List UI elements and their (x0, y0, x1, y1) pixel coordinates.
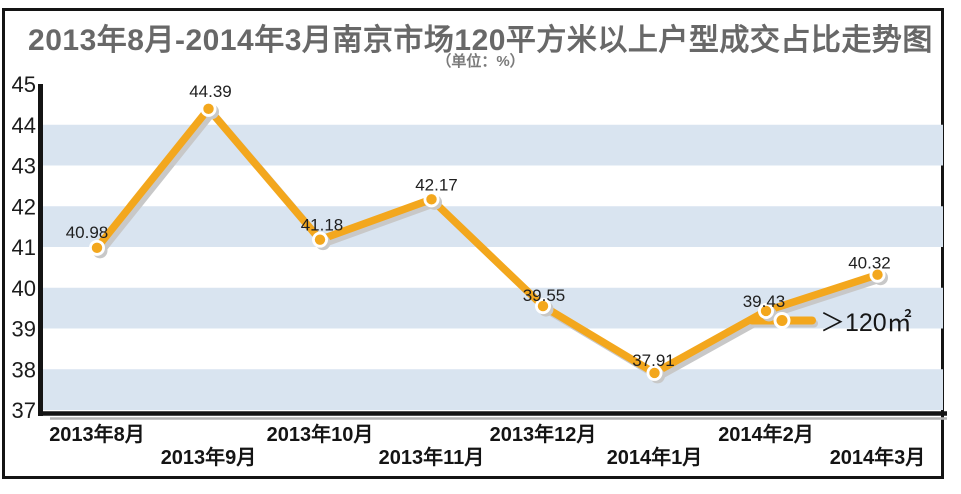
value-label: 41.18 (301, 216, 344, 235)
series-line (93, 105, 882, 377)
value-label: 40.32 (848, 254, 891, 273)
y-tick-label: 41 (12, 235, 36, 260)
value-label: 42.17 (415, 175, 458, 194)
value-label: 39.55 (523, 286, 566, 305)
chart-unit-subtitle: （单位：%） (436, 53, 525, 70)
x-tick-label: 2013年11月 (379, 445, 485, 469)
grid-stripe (43, 206, 943, 247)
data-point (537, 300, 549, 312)
y-tick-label: 44 (12, 113, 36, 138)
x-tick-label: 2013年10月 (267, 422, 374, 446)
y-tick-label: 39 (12, 317, 36, 342)
x-tick-label: 2014年1月 (607, 445, 703, 469)
data-point (760, 305, 772, 317)
x-tick-label: 2013年8月 (49, 422, 145, 446)
value-label: 40.98 (66, 223, 109, 242)
value-label: 39.43 (743, 292, 786, 311)
data-point (426, 194, 437, 205)
y-tick-label: 38 (12, 357, 36, 382)
value-label: 37.91 (632, 351, 675, 370)
y-tick-label: 37 (12, 398, 36, 423)
y-tick-label: 43 (12, 154, 36, 179)
y-tick-label: 40 (12, 276, 36, 301)
data-point (872, 269, 883, 280)
chart-title: 2013年8月-2014年3月南京市场120平方米以上户型成交占比走势图 (28, 24, 933, 57)
x-tick-label: 2014年2月 (718, 422, 814, 446)
legend-marker-point (776, 315, 788, 326)
y-tick-label: 42 (12, 194, 36, 219)
grid-stripe (43, 369, 943, 410)
data-point (203, 103, 214, 115)
y-tick-label: 45 (12, 72, 36, 97)
x-tick-label: 2013年12月 (490, 422, 597, 446)
legend-label: ＞120㎡ (820, 309, 912, 337)
data-point (649, 367, 660, 379)
x-tick-label: 2013年9月 (161, 445, 257, 469)
value-label: 44.39 (189, 82, 232, 101)
data-point (91, 242, 103, 254)
data-point (314, 234, 326, 245)
x-tick-label: 2014年3月 (830, 445, 926, 469)
